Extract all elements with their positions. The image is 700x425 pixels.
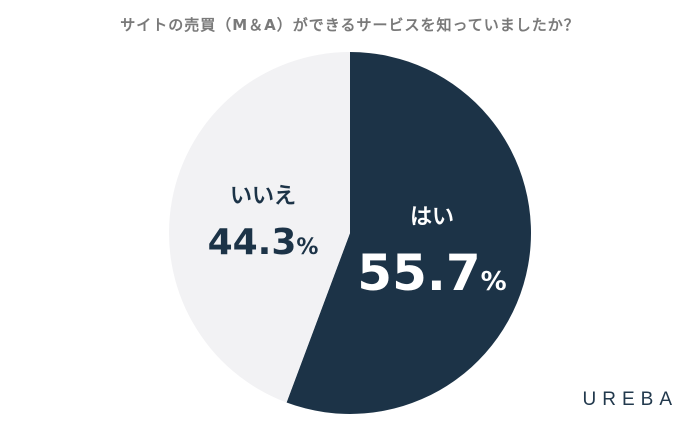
slice-percent-yes: 55.7% xyxy=(357,244,506,302)
slice-unit-yes: % xyxy=(481,267,507,297)
slice-value-no: 44.3 xyxy=(208,222,297,263)
slice-label-no: いいえ xyxy=(230,184,296,209)
chart-title: サイトの売買（M＆A）ができるサービスを知っていましたか？ xyxy=(120,16,580,34)
pie-slice-yes xyxy=(286,52,531,414)
slice-label-yes: はい xyxy=(410,205,454,230)
slice-unit-no: % xyxy=(296,235,318,260)
pie-slice-no xyxy=(168,52,350,403)
slice-value-yes: 55.7 xyxy=(357,244,480,302)
brand-logo: UREBA xyxy=(582,389,678,410)
slice-percent-no: 44.3% xyxy=(208,222,319,263)
